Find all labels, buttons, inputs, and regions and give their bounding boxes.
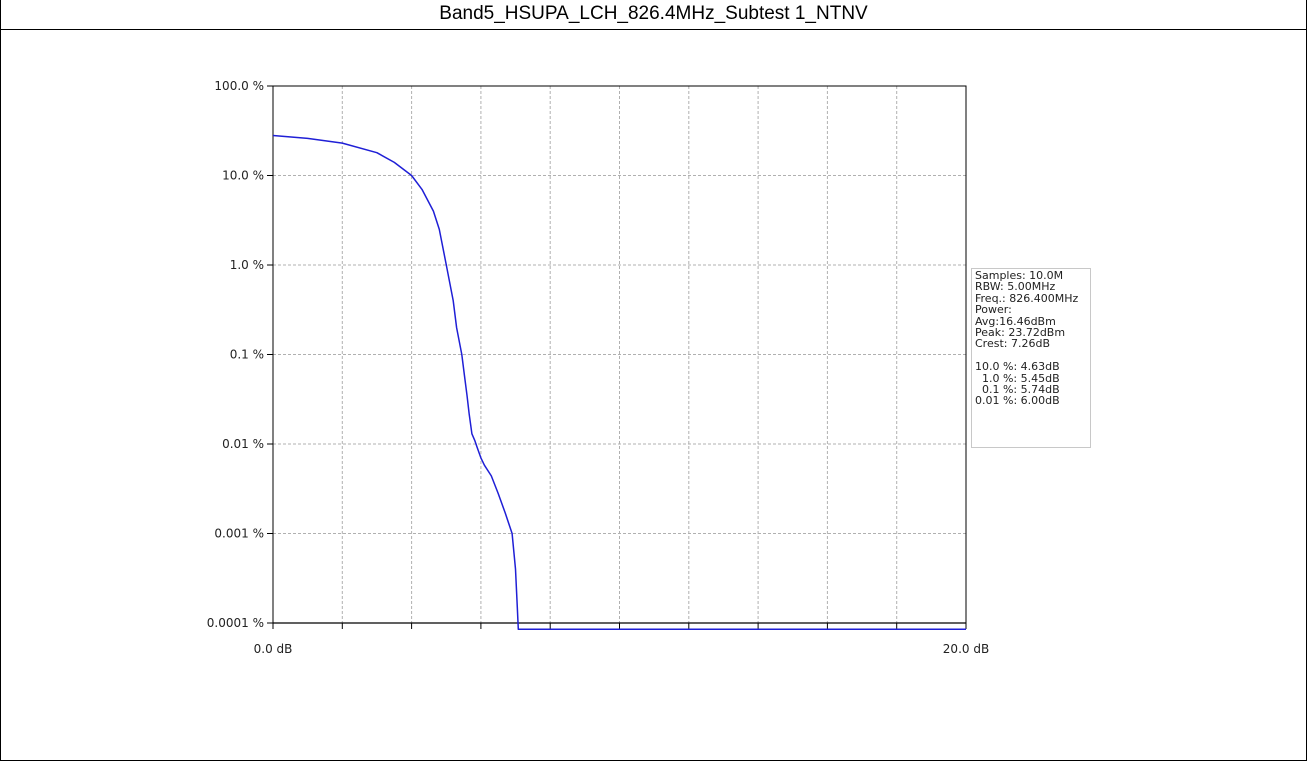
series-layer: [272, 134, 966, 631]
info-line: Peak: 23.72dBm: [975, 325, 1066, 339]
y-tick-label: 100.0 %: [214, 79, 264, 93]
title-row: Band5_HSUPA_LCH_826.4MHz_Subtest 1_NTNV: [0, 0, 1307, 30]
y-tick-label: 10.0 %: [222, 169, 264, 183]
info-line: 0.01 %: 6.00dB: [975, 394, 1060, 408]
info-line: 0.1 %: 5.74dB: [975, 382, 1060, 396]
info-line: 1.0 %: 5.45dB: [975, 371, 1060, 385]
page-title: Band5_HSUPA_LCH_826.4MHz_Subtest 1_NTNV: [439, 3, 868, 24]
measurement-info-box: Samples: 10.0M RBW: 5.00MHz Freq.: 826.400…: [971, 268, 1091, 448]
y-tick-label: 0.0001 %: [207, 616, 264, 630]
y-tick-label: 1.0 %: [230, 258, 264, 272]
y-tick-label: 0.001 %: [214, 527, 264, 541]
info-line: RBW: 5.00MHz: [975, 280, 1056, 294]
info-line: Samples: 10.0M: [975, 269, 1064, 282]
info-line: 10.0 %: 4.63dB: [975, 360, 1060, 374]
info-line: Crest: 7.26dB: [975, 337, 1050, 351]
tick-labels-layer: 100.0 % 10.0 % 1.0 % 0.1 % 0.01 % 0.001 % 0.00…: [207, 79, 989, 656]
y-tick-label: 0.01 %: [222, 437, 264, 451]
info-line: Freq.: 826.400MHz: [975, 291, 1079, 305]
y-tick-label: 0.1 %: [230, 348, 264, 362]
x-tick-label: 20.0 dB: [943, 642, 989, 656]
info-line: Avg:16.46dBm: [975, 314, 1056, 328]
info-line: Power:: [975, 303, 1012, 317]
ccdf-series-line: [272, 134, 966, 631]
x-tick-label: 0.0 dB: [254, 642, 293, 656]
axes-layer: [267, 85, 967, 629]
grid-layer: [273, 86, 966, 623]
